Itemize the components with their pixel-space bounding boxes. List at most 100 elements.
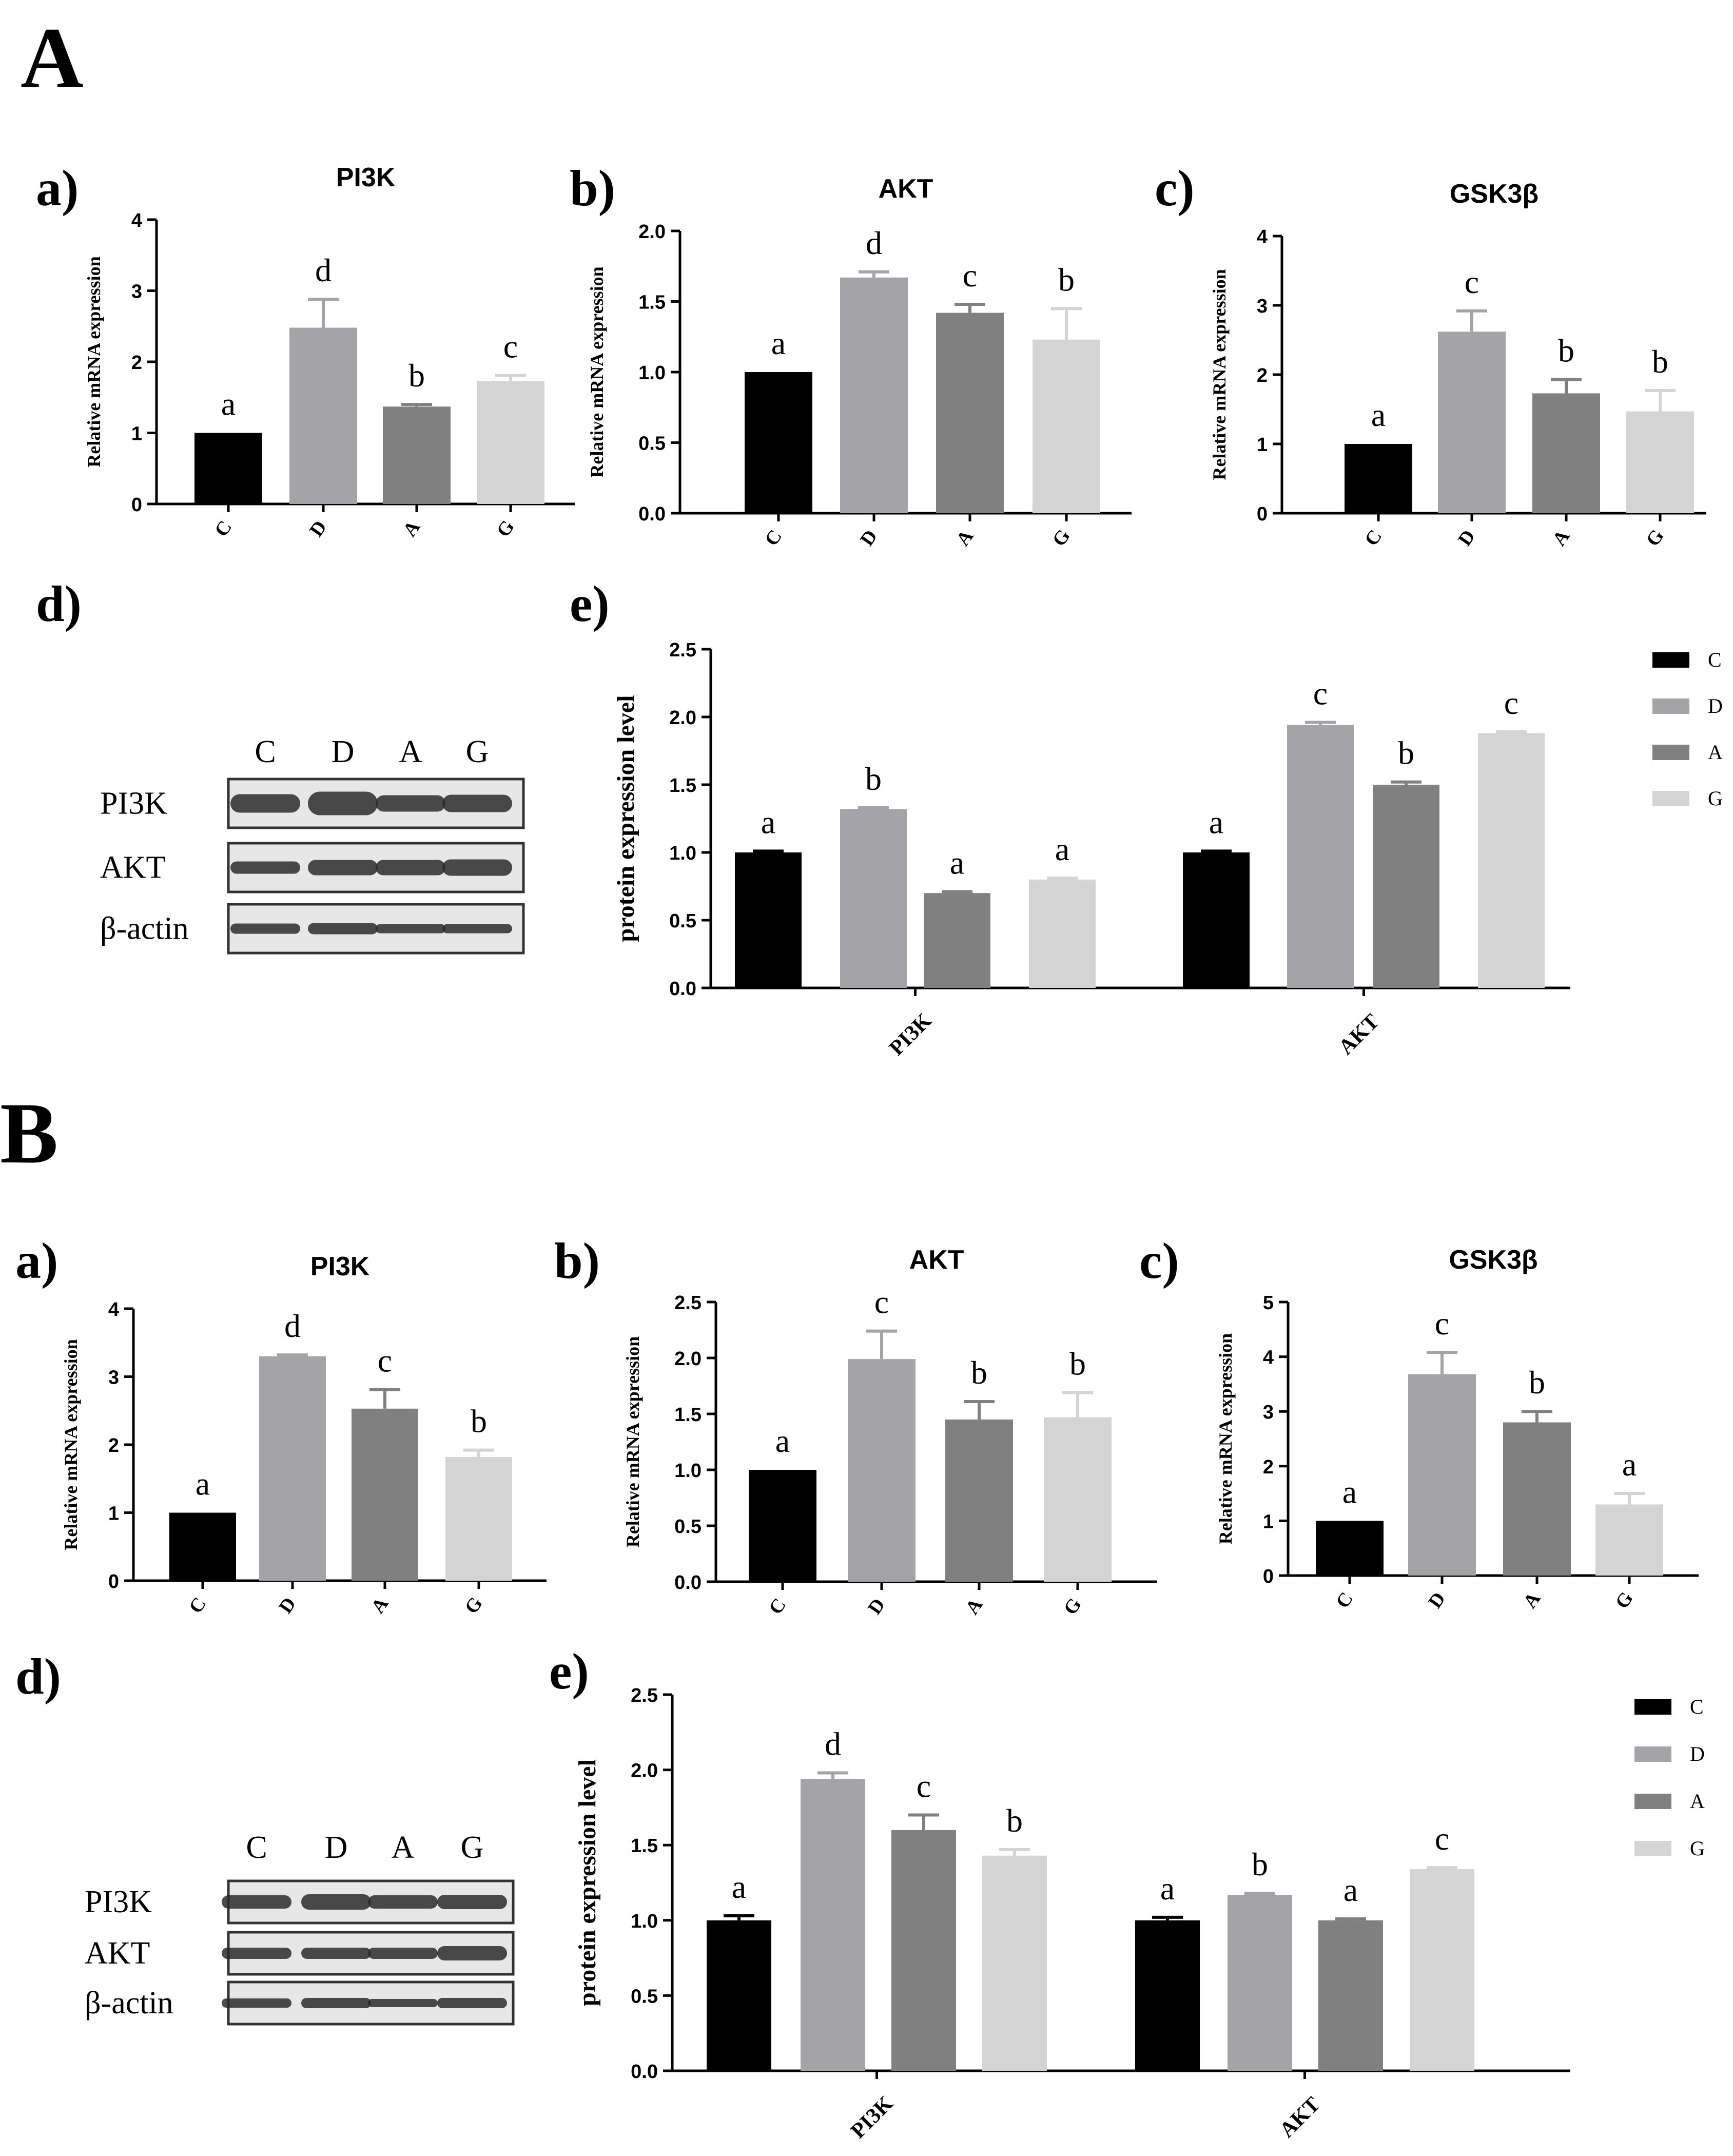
y-tick-label: 0.5 xyxy=(674,1516,702,1538)
x-tick-label: AKT xyxy=(1275,2092,1325,2142)
y-tick-label: 1 xyxy=(108,1503,119,1525)
chart-B-a: 0 1 2 3 4 Relative mRNA expression PI3K a Cd Dc Ab… xyxy=(61,1252,547,1618)
legend-swatch-C xyxy=(1652,652,1689,668)
significance-letter: a xyxy=(771,325,786,361)
B-c-label: c) xyxy=(1139,1232,1179,1289)
significance-letter: d xyxy=(315,252,332,288)
y-tick-label: 0.0 xyxy=(631,2061,658,2083)
bar xyxy=(1626,411,1694,513)
wb-band xyxy=(308,791,378,815)
y-tick-label: 2.0 xyxy=(669,707,696,729)
legend-swatch-D xyxy=(1652,698,1689,714)
x-tick-label: D xyxy=(864,1595,889,1619)
bar xyxy=(477,381,544,504)
wb-band xyxy=(301,1948,371,1959)
y-tick-label: 4 xyxy=(1257,226,1268,248)
chart-title: GSK3β xyxy=(1449,1245,1537,1275)
y-tick-label: 1.5 xyxy=(631,1835,658,1857)
western-blot-A: C D A G PI3K AKT β-actin xyxy=(100,734,525,955)
legend-label-A: A xyxy=(1690,1790,1705,1813)
wb-lane-label: G xyxy=(466,734,489,769)
A-c-label: c) xyxy=(1155,160,1195,217)
y-tick-label: 1.0 xyxy=(669,843,696,864)
B-b-label: b) xyxy=(554,1232,600,1289)
bar xyxy=(289,327,357,504)
y-tick-label: 0.0 xyxy=(638,503,666,525)
bar xyxy=(383,406,451,504)
y-tick-label: 2 xyxy=(1257,365,1268,386)
y-axis-label: Relative mRNA expression xyxy=(1215,1333,1236,1544)
bar xyxy=(194,433,262,504)
wb-row-label: β-actin xyxy=(100,911,189,946)
wb-band xyxy=(222,1895,291,1909)
chart-title: PI3K xyxy=(310,1252,370,1281)
y-tick-label: 1 xyxy=(131,423,142,445)
chart-title: AKT xyxy=(879,174,933,204)
legend-swatch-G xyxy=(1652,791,1689,806)
y-tick-label: 1 xyxy=(1263,1511,1274,1532)
bar xyxy=(749,1470,816,1582)
y-tick-label: 2 xyxy=(131,352,142,374)
bar xyxy=(1135,1920,1200,2071)
chart-A-a: 0 1 2 3 4 Relative mRNA expression PI3K a Cd Db Ac… xyxy=(84,163,575,541)
y-tick-label: 1.0 xyxy=(674,1460,702,1482)
significance-letter: b xyxy=(408,357,425,394)
significance-letter: c xyxy=(1313,675,1328,712)
y-tick-label: 0 xyxy=(1263,1566,1274,1587)
y-tick-label: 0 xyxy=(131,494,142,516)
significance-letter: a xyxy=(1055,831,1069,867)
x-tick-label: PI3K xyxy=(846,2091,898,2143)
wb-band xyxy=(442,794,512,812)
chart-title: PI3K xyxy=(336,163,396,192)
wb-row-label: PI3K xyxy=(85,1885,152,1919)
x-tick-label: A xyxy=(952,526,978,550)
chart-title: AKT xyxy=(909,1245,964,1275)
y-axis-label: Relative mRNA expression xyxy=(622,1336,643,1547)
y-tick-label: 3 xyxy=(1263,1402,1274,1423)
x-tick-label: C xyxy=(185,1594,210,1618)
significance-letter: a xyxy=(1343,1872,1358,1908)
wb-lane-label: A xyxy=(399,734,422,769)
bar xyxy=(1044,1417,1112,1582)
wb-row-label: AKT xyxy=(100,850,165,885)
bar xyxy=(1345,444,1412,513)
significance-letter: a xyxy=(1622,1446,1637,1483)
wb-band xyxy=(368,1895,438,1909)
y-tick-label: 0.5 xyxy=(631,1986,658,2007)
x-tick-label: D xyxy=(305,517,331,541)
wb-row-label: AKT xyxy=(85,1936,150,1971)
wb-band xyxy=(442,924,512,934)
bar xyxy=(1373,785,1439,988)
wb-band xyxy=(301,1998,371,2008)
legend-label-C: C xyxy=(1690,1695,1704,1718)
significance-letter: a xyxy=(1371,397,1386,433)
bar xyxy=(848,1359,916,1582)
wb-band xyxy=(437,1895,507,1909)
significance-letter: b xyxy=(1529,1364,1545,1401)
bar xyxy=(169,1512,236,1581)
y-tick-label: 0.0 xyxy=(669,978,696,1000)
bar xyxy=(1228,1894,1292,2071)
x-tick-label: G xyxy=(1048,526,1074,550)
significance-letter: a xyxy=(950,845,964,881)
significance-letter: b xyxy=(1652,343,1668,380)
bar xyxy=(801,1779,865,2071)
bar xyxy=(745,372,812,513)
legend-label-G: G xyxy=(1690,1837,1705,1860)
y-tick-label: 2 xyxy=(108,1435,119,1456)
bar xyxy=(1408,1374,1476,1576)
legend-label-D: D xyxy=(1708,694,1723,717)
bar xyxy=(924,893,990,988)
wb-lane-label: G xyxy=(461,1830,484,1865)
legend-label-A: A xyxy=(1708,741,1723,764)
significance-letter: c xyxy=(874,1284,889,1320)
y-tick-label: 2 xyxy=(1263,1456,1274,1478)
y-tick-label: 1 xyxy=(1257,434,1268,456)
y-tick-label: 1.5 xyxy=(669,775,696,797)
chart-B-b: 0.0 0.5 1.0 1.5 2.0 2.5 Relative mRNA expressi… xyxy=(622,1245,1157,1619)
x-tick-label: C xyxy=(1332,1588,1357,1613)
wb-band xyxy=(376,860,445,876)
significance-letter: b xyxy=(1006,1802,1023,1839)
x-tick-label: C xyxy=(765,1595,790,1619)
significance-letter: a xyxy=(196,1466,210,1502)
